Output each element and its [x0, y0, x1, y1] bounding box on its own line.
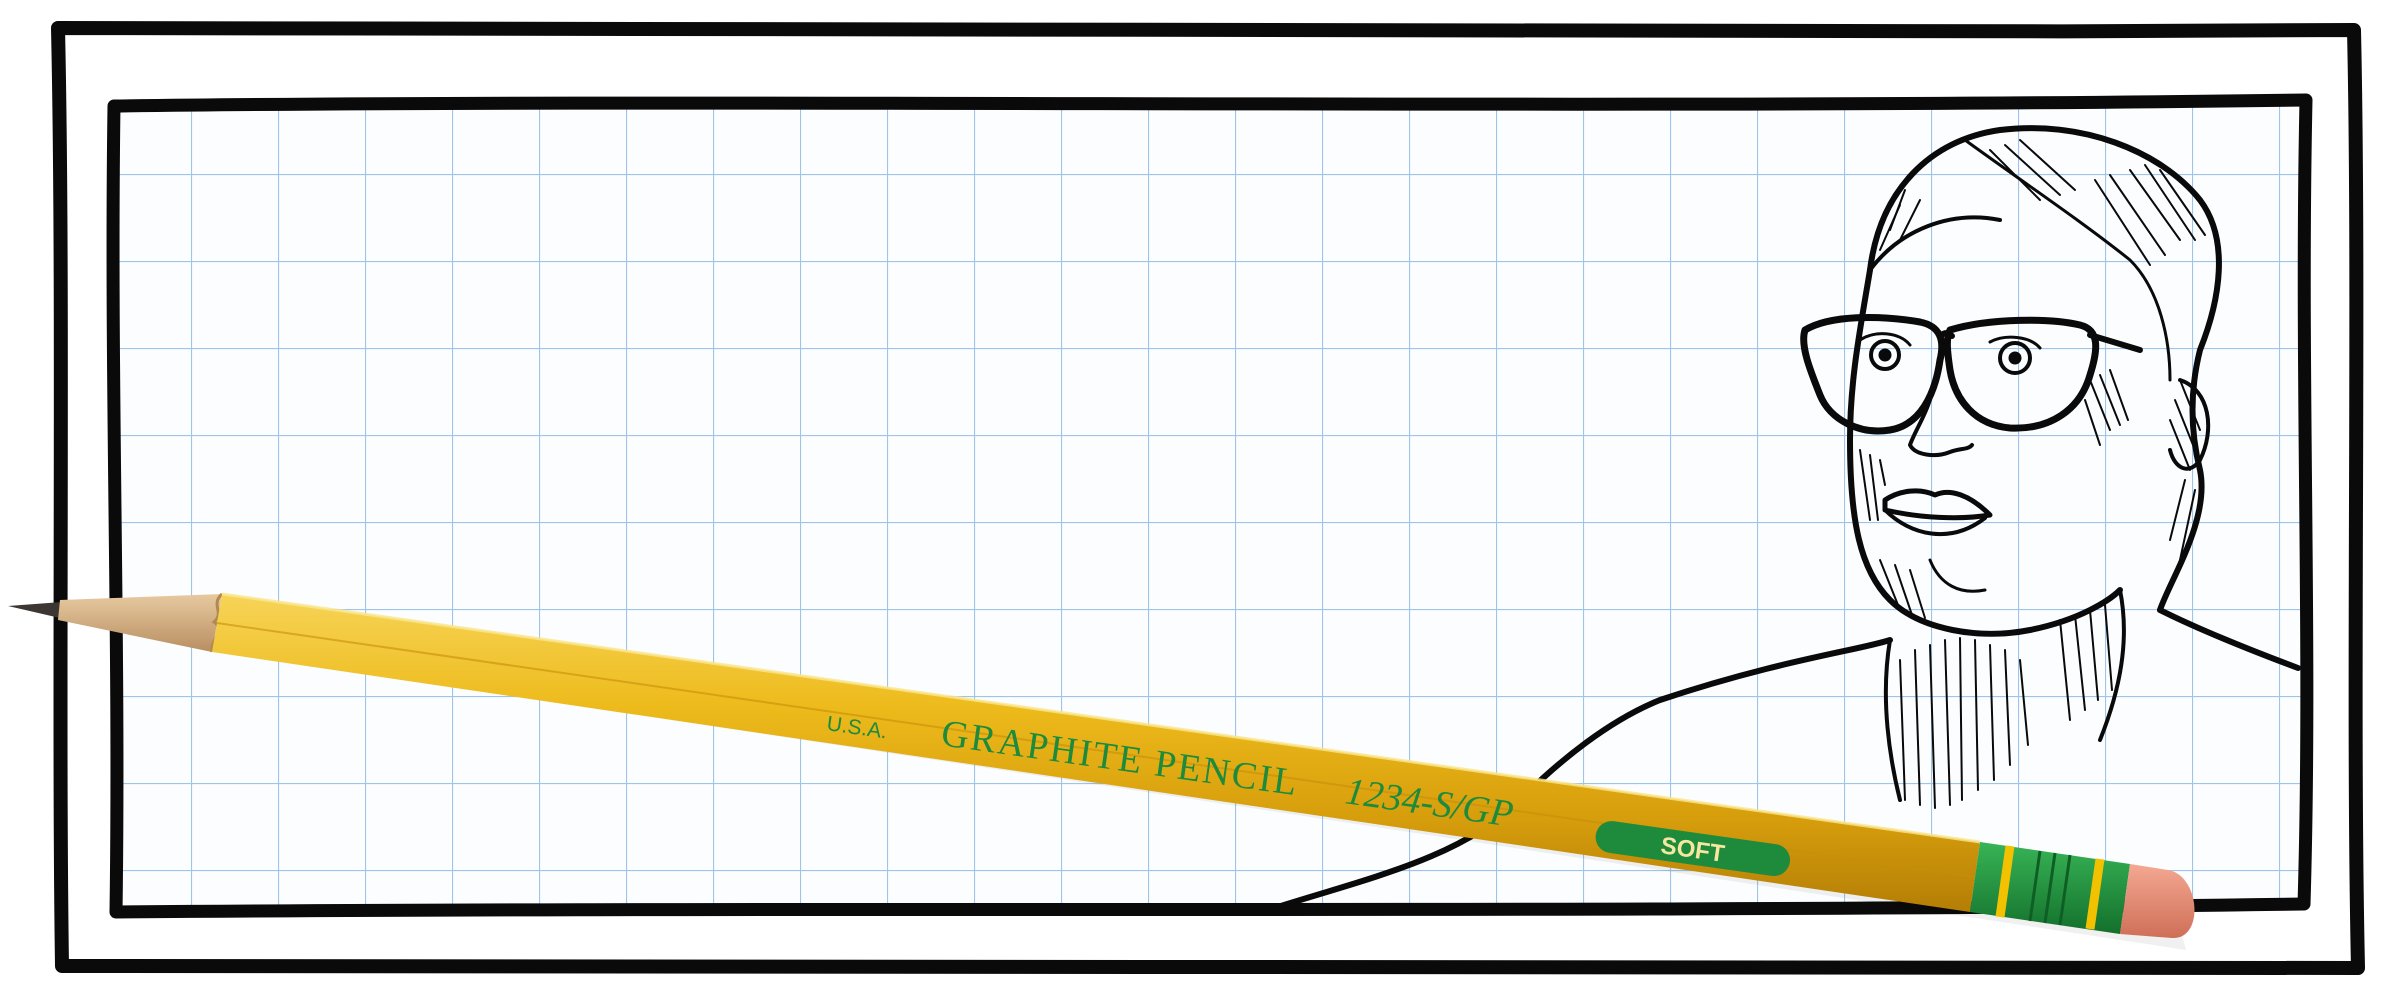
pencil-body — [212, 594, 1980, 912]
pencil-wood-cone — [58, 594, 222, 652]
portrait-icon — [1259, 125, 2301, 915]
pencil-graphite-tip — [8, 602, 62, 618]
pencil-eraser — [2120, 864, 2195, 939]
pencil-icon: U.S.A. GRAPHITE PENCIL 1234-S/GP SOFT — [8, 592, 2195, 950]
inner-frame — [106, 93, 2314, 919]
